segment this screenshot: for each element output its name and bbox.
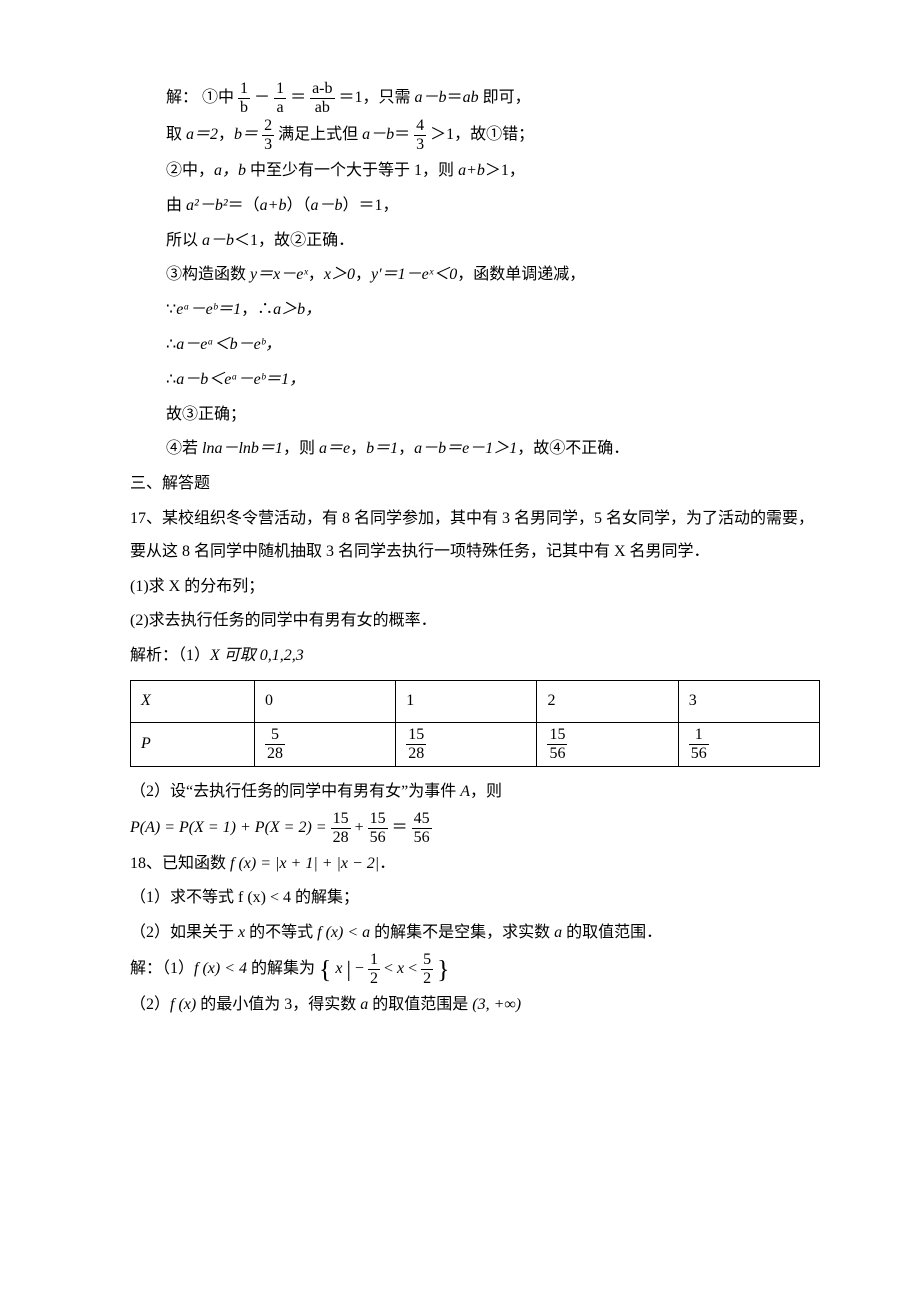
frac-1a: 1a [274, 81, 286, 116]
page-container: 解： ①中 1b － 1a ＝ a-bab ＝1，只需 a－b＝ab 即可， 取… [0, 0, 920, 1302]
frac-15-28b: 1528 [331, 811, 351, 846]
q18-part2: （2）如果关于 x 的不等式 f (x) < a 的解集不是空集，求实数 a 的… [130, 916, 820, 951]
cell: 2 [537, 680, 678, 722]
sol-line-4: 由 a²－b²＝（a+b）（a－b）＝1， [130, 189, 820, 224]
sol-line-5: 所以 a－b＜1，故②正确． [130, 224, 820, 259]
sol-line-11: ④若 lna－lnb＝1，则 a＝e，b＝1，a－b＝e－1＞1，故④不正确． [130, 432, 820, 467]
cell-P: P [141, 735, 151, 752]
frac-1-2: 12 [368, 952, 380, 987]
q18-stem: 18、已知函数 f (x) = |x + 1| + |x − 2|． [130, 847, 820, 882]
frac-45-56: 4556 [412, 811, 432, 846]
frac-ab-ab: a-bab [310, 81, 334, 116]
sol-line-2: 取 a＝2，b＝ 23 满足上式但 a－b＝ 43 ＞1，故①错； [130, 117, 820, 154]
q17-part1: (1)求 X 的分布列； [130, 570, 820, 605]
q17-part2: (2)求去执行任务的同学中有男有女的概率． [130, 604, 820, 639]
q17-sol-2a: （2）设“去执行任务的同学中有男有女”为事件 A，则 [130, 775, 820, 810]
sol-line-9: ∴a－b＜eᵃ－eᵇ＝1， [130, 363, 820, 398]
frac-1b: 1b [238, 81, 250, 116]
table-row: X 0 1 2 3 [131, 680, 820, 722]
frac-1-56: 156 [689, 727, 709, 762]
frac-15-56b: 1556 [368, 811, 388, 846]
frac-15-28: 1528 [406, 727, 426, 762]
cell: 1 [396, 680, 537, 722]
q17-sol-1: 解析：（1）X 可取 0,1,2,3 [130, 639, 820, 674]
label-solution: 解： [166, 89, 198, 106]
cell: 0 [255, 680, 396, 722]
sol-line-6: ③构造函数 y＝x－eˣ，x＞0，y′＝1－eˣ＜0，函数单调递减， [130, 258, 820, 293]
frac-4-3: 43 [414, 118, 426, 153]
sol-line-10: 故③正确； [130, 398, 820, 433]
cell-X: X [141, 692, 151, 709]
sol-line-8: ∴a－eᵃ＜b－eᵇ， [130, 328, 820, 363]
table-row: P 528 1528 1556 156 [131, 722, 820, 766]
sol-line-7: ∵eᵃ－eᵇ＝1，∴a＞b， [130, 293, 820, 328]
brace-close-icon: } [437, 954, 449, 983]
q18-part1: （1）求不等式 f (x) < 4 的解集； [130, 881, 820, 916]
circled-1: ① [202, 89, 218, 106]
q18-sol-2: （2）f (x) 的最小值为 3，得实数 a 的取值范围是 (3, +∞) [130, 988, 820, 1023]
sol-line-1: 解： ①中 1b － 1a ＝ a-bab ＝1，只需 a－b＝ab 即可， [130, 80, 820, 117]
distribution-table: X 0 1 2 3 P 528 1528 1556 156 [130, 680, 820, 767]
frac-2-3: 23 [262, 118, 274, 153]
cell: 3 [678, 680, 819, 722]
frac-5-28: 528 [265, 727, 285, 762]
frac-15-56: 1556 [547, 727, 567, 762]
section-3-heading: 三、解答题 [130, 467, 820, 502]
sol-line-3: ②中，a，b 中至少有一个大于等于 1，则 a+b＞1， [130, 154, 820, 189]
q17-sol-2b: P(A) = P(X = 1) + P(X = 2) = 1528 + 1556… [130, 810, 820, 847]
brace-open-icon: { [319, 954, 331, 983]
q18-sol-1: 解：（1）f (x) < 4 的解集为 { x | − 12 < x < 52 … [130, 951, 820, 988]
frac-5-2: 52 [421, 952, 433, 987]
q17-stem: 17、某校组织冬令营活动，有 8 名同学参加，其中有 3 名男同学，5 名女同学… [130, 502, 820, 570]
